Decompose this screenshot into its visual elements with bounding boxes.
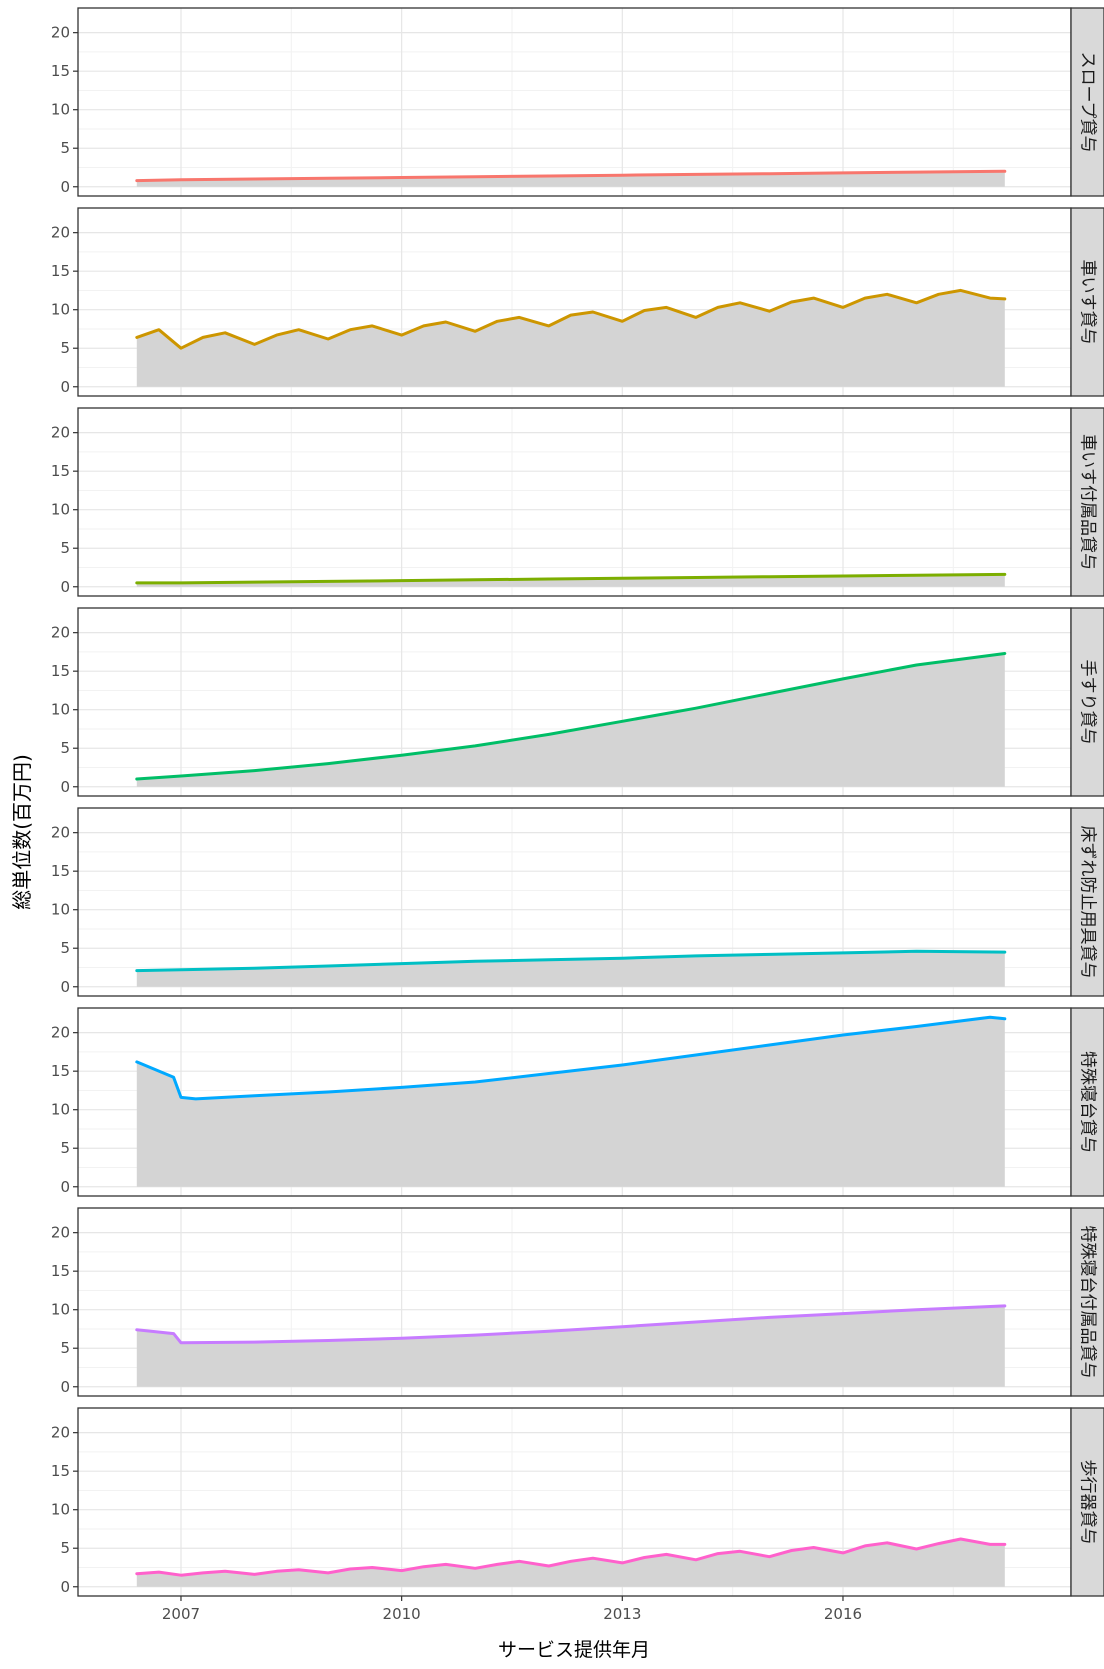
series-area [136, 1305, 1005, 1387]
series-line [135, 1015, 1007, 1101]
facet-panel: 特殊寝台貸与 0 5 10 15 20 [51, 1007, 1104, 1197]
facet-strip-label: 車いす付属品貸与 [1078, 434, 1098, 570]
facet-strip-label: 手すり貸与 [1078, 660, 1098, 745]
x-tick-label: 2016 [824, 1605, 862, 1623]
y-tick-label: 10 [51, 301, 70, 319]
facet-panel: 床ずれ防止用具貸与 0 5 10 15 20 [51, 807, 1104, 997]
facet-strip [1070, 1207, 1104, 1397]
y-tick-label: 10 [51, 901, 70, 919]
y-tick-label: 20 [51, 1024, 70, 1042]
facet-panel: 車いす貸与 0 5 10 15 20 [51, 207, 1104, 397]
facet-strip-label: 床ずれ防止用具貸与 [1078, 826, 1098, 979]
y-tick-label: 0 [60, 978, 70, 996]
facet-strip [1070, 7, 1104, 197]
y-tick-label: 5 [60, 1139, 70, 1157]
facet-strip [1070, 207, 1104, 397]
panel-background [78, 8, 1071, 196]
series-line [135, 1537, 1007, 1577]
series-area [136, 951, 1005, 987]
y-tick-label: 5 [60, 1539, 70, 1557]
x-axis-title: サービス提供年月 [498, 1639, 650, 1661]
y-tick-label: 15 [51, 862, 70, 880]
facet-strip-label: 特殊寝台貸与 [1078, 1051, 1099, 1153]
series-area [136, 290, 1005, 387]
facet-strip [1070, 807, 1104, 997]
facet-strip [1070, 1007, 1104, 1197]
y-tick-label: 0 [60, 1578, 70, 1596]
y-tick-label: 5 [60, 339, 70, 357]
y-tick-label: 5 [60, 139, 70, 157]
x-tick-label: 2007 [162, 1605, 200, 1623]
y-tick-label: 10 [51, 101, 70, 119]
y-tick-label: 15 [51, 662, 70, 680]
y-tick-label: 20 [51, 24, 70, 42]
facet-strip-label: 歩行器貸与 [1078, 1460, 1098, 1545]
facet-strip-label: 車いす貸与 [1078, 260, 1098, 345]
x-tick-label: 2010 [383, 1605, 421, 1623]
y-tick-label: 20 [51, 1424, 70, 1442]
y-tick-label: 15 [51, 1062, 70, 1080]
panel-background [78, 408, 1071, 596]
y-tick-label: 15 [51, 262, 70, 280]
y-tick-label: 10 [51, 1301, 70, 1319]
x-tick-label: 2013 [603, 1605, 641, 1623]
facet-panel: 手すり貸与 0 5 10 15 20 [51, 607, 1104, 797]
y-tick-label: 15 [51, 462, 70, 480]
y-tick-label: 10 [51, 1101, 70, 1119]
y-tick-label: 10 [51, 501, 70, 519]
y-tick-label: 20 [51, 624, 70, 642]
y-tick-label: 0 [60, 378, 70, 396]
facet-panel: 歩行器貸与 0 5 10 15 20 2007 2010 2013 2016 [51, 1407, 1104, 1623]
facet-panel: スロープ貸与 0 5 10 15 20 [51, 7, 1104, 197]
series-line [135, 288, 1007, 350]
series-area [136, 1017, 1005, 1187]
facet-strip [1070, 407, 1104, 597]
panels-layer: スロープ貸与 0 5 10 15 20 車いす貸与 0 5 10 15 20 車いす付属品貸与 0 5 10 1… [51, 7, 1104, 1623]
y-tick-label: 15 [51, 1262, 70, 1280]
y-tick-label: 20 [51, 1224, 70, 1242]
y-tick-label: 0 [60, 178, 70, 196]
y-tick-label: 10 [51, 701, 70, 719]
series-line [135, 1304, 1007, 1345]
y-tick-label: 5 [60, 539, 70, 557]
series-area [136, 1539, 1005, 1587]
series-line [135, 652, 1007, 781]
series-area [136, 653, 1005, 787]
facet-strip [1070, 607, 1104, 797]
facet-panel: 特殊寝台付属品貸与 0 5 10 15 20 [51, 1207, 1104, 1397]
y-tick-label: 20 [51, 824, 70, 842]
series-line [135, 572, 1007, 585]
facet-strip-label: 特殊寝台付属品貸与 [1078, 1226, 1099, 1379]
facet-panel: 車いす付属品貸与 0 5 10 15 20 [51, 407, 1104, 597]
y-tick-label: 20 [51, 224, 70, 242]
facet-strip-label: スロープ貸与 [1078, 52, 1098, 153]
y-axis-title: 総単位数(百万円) [10, 754, 34, 910]
series-line [135, 169, 1007, 183]
facet-strip [1070, 1407, 1104, 1597]
y-tick-label: 15 [51, 62, 70, 80]
y-tick-label: 0 [60, 1378, 70, 1396]
y-tick-label: 5 [60, 939, 70, 957]
y-tick-label: 15 [51, 1462, 70, 1480]
y-tick-label: 5 [60, 739, 70, 757]
y-tick-label: 0 [60, 778, 70, 796]
y-tick-label: 0 [60, 1178, 70, 1196]
y-tick-label: 10 [51, 1501, 70, 1519]
y-tick-label: 5 [60, 1339, 70, 1357]
series-line [135, 949, 1007, 973]
y-tick-label: 0 [60, 578, 70, 596]
series-area [136, 171, 1005, 187]
y-tick-label: 20 [51, 424, 70, 442]
